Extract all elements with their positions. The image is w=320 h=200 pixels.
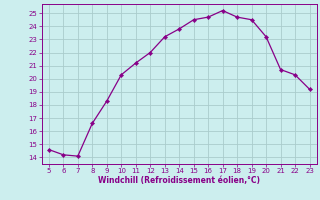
X-axis label: Windchill (Refroidissement éolien,°C): Windchill (Refroidissement éolien,°C) [98, 176, 260, 185]
